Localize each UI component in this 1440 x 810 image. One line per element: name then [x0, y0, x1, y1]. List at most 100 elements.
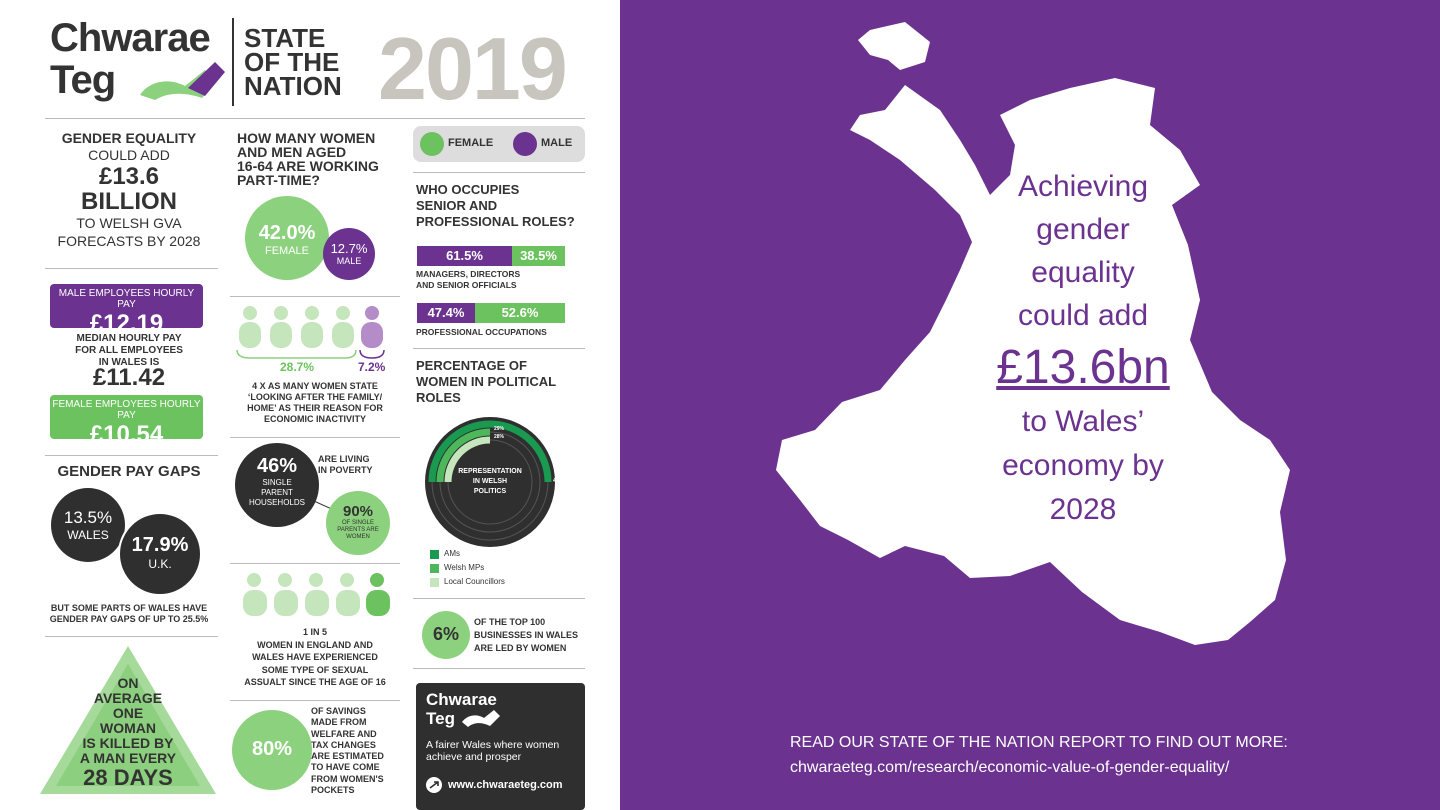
- label: MALE: [336, 256, 362, 266]
- footer: READ OUR STATE OF THE NATION REPORT TO F…: [790, 730, 1288, 780]
- inactivity-text: 4 X AS MANY WOMEN STATE ‘LOOKING AFTER TH…: [230, 381, 400, 425]
- label: FEMALE: [264, 245, 309, 257]
- poverty-circle: 46% SINGLE PARENT HOUSEHOLDS: [235, 443, 319, 527]
- value: 42.0%: [258, 222, 316, 244]
- rule: [413, 668, 585, 669]
- text-line: to Wales’: [1021, 405, 1145, 438]
- text-line: Achieving: [1017, 170, 1149, 203]
- text-line: STATE: [244, 23, 326, 53]
- text-line: TO HAVE COME: [311, 762, 380, 773]
- legend-label: Welsh MPs: [444, 563, 485, 572]
- rule: [45, 636, 218, 637]
- ring-center: REPRESENTATION IN WELSH POLITICS: [450, 467, 530, 497]
- brand: Chwarae: [50, 16, 211, 60]
- label: SINGLE PARENT HOUSEHOLDS: [235, 478, 319, 508]
- political-title: PERCENTAGE OF WOMEN IN POLITICAL ROLES: [416, 358, 556, 406]
- text-line: POLITICS: [473, 488, 507, 495]
- wales-map: [776, 22, 1290, 645]
- text-line: ROLES: [416, 390, 461, 405]
- text-line: PARENT: [261, 488, 293, 497]
- promo-brand: Teg: [426, 709, 455, 728]
- text-line: ASSUALT SINCE THE AGE OF 16: [244, 677, 386, 687]
- rule: [413, 598, 585, 599]
- ring-label: 28%: [494, 434, 505, 440]
- text-line: 1 IN 5: [302, 627, 327, 637]
- text-line: ‘LOOKING AFTER THE FAMILY/: [247, 392, 383, 402]
- text-line: HOME’ AS THEIR REASON FOR: [247, 403, 383, 413]
- text-line: NATION: [244, 71, 342, 101]
- text-line: GENDER PAY GAPS OF UP TO 25.5%: [49, 614, 209, 624]
- text-line: WOMEN IN ENGLAND AND: [257, 639, 373, 650]
- line: WOMAN: [100, 720, 156, 736]
- text-line: A fairer Wales where women: [426, 739, 560, 751]
- savings-text: OF SAVINGS MADE FROM WELFARE AND TAX CHANGE…: [311, 706, 384, 796]
- legend: FEMALE MALE: [413, 126, 585, 162]
- triangle-inner: [56, 664, 200, 786]
- median-value: £11.42: [92, 364, 166, 391]
- savings-circle: 80%: [232, 710, 312, 790]
- line: AVERAGE: [93, 690, 163, 706]
- legend-male-dot: [513, 132, 537, 156]
- text-line: AND MEN AGED: [237, 144, 347, 160]
- text-line: chwaraeteg.com/research/economic-value-o…: [790, 759, 1230, 776]
- gva-line: TO WELSH GVA: [76, 215, 182, 231]
- text-line: MANAGERS, DIRECTORS: [416, 269, 521, 279]
- label: WALES: [67, 528, 109, 542]
- text-line: SENIOR AND: [416, 198, 498, 213]
- value: 6%: [432, 624, 459, 644]
- ring-chart: [425, 417, 555, 547]
- text-line: ECONOMIC INACTIVITY: [263, 414, 366, 424]
- text-line: equality: [1031, 256, 1135, 289]
- text-line: PROFESSIONAL ROLES?: [416, 214, 575, 229]
- text-line: BUT SOME PARTS OF WALES HAVE: [50, 603, 208, 613]
- legend-swatch: [430, 578, 439, 587]
- uk-circle: 17.9% U.K.: [118, 512, 202, 596]
- people-icons: [239, 306, 383, 348]
- text-line: POCKETS: [311, 785, 355, 796]
- line: IS KILLED BY: [82, 735, 174, 751]
- median-text: MEDIAN HOURLY PAY FOR ALL EMPLOYEES IN WAL…: [45, 333, 213, 369]
- gva-block: GENDER EQUALITY COULD ADD £13.6 BILLION …: [45, 130, 213, 250]
- legend-label: AMs: [444, 549, 460, 558]
- rule: [230, 700, 400, 701]
- text-line: WOMEN IN POLITICAL: [416, 374, 557, 389]
- male-circle: 12.7% MALE: [323, 228, 375, 280]
- text-line: READ OUR STATE OF THE NATION REPORT TO F…: [790, 734, 1288, 751]
- text-line: achieve and prosper: [426, 751, 522, 763]
- label: MALE EMPLOYEES HOURLY PAY: [58, 288, 195, 310]
- female-bar: 52.6%: [475, 303, 565, 323]
- text-line: economy by: [1002, 449, 1164, 482]
- text-line: WOMEN: [346, 534, 370, 540]
- line: ON: [117, 675, 139, 691]
- value: 13.5%: [63, 508, 113, 527]
- male-pay-box: MALE EMPLOYEES HOURLY PAY £12.19: [50, 284, 203, 337]
- text-line: PERCENTAGE OF: [416, 358, 527, 373]
- text-line: PROFESSIONAL OCCUPATIONS: [416, 327, 547, 337]
- pay-gap-note: BUT SOME PARTS OF WALES HAVE GENDER PAY G…: [40, 603, 218, 625]
- text-line: OF SAVINGS: [311, 706, 366, 716]
- text-line: MEDIAN HOURLY PAY: [76, 333, 182, 344]
- text-line: 4 X AS MANY WOMEN STATE: [252, 381, 378, 391]
- killed-text: ON AVERAGE ONE WOMAN IS KILLED BY A MAN …: [40, 676, 216, 790]
- single-parents-circle: 90% OF SINGLE PARENTS ARE WOMEN: [326, 491, 390, 555]
- gva-line: FORECASTS BY 2028: [57, 233, 201, 249]
- promo-box: [416, 683, 585, 810]
- text-line: WELFARE AND: [311, 728, 377, 739]
- assault-text: 1 IN 5 WOMEN IN ENGLAND AND WALES HAVE EXP…: [230, 626, 400, 689]
- value: £12.19: [89, 310, 164, 337]
- pay-gap-title: GENDER PAY GAPS: [57, 463, 201, 480]
- label: OF SINGLE PARENTS ARE WOMEN: [326, 520, 390, 541]
- female-pay-box: FEMALE EMPLOYEES HOURLY PAY £10.54: [50, 395, 203, 448]
- text-line: SOME TYPE OF SEXUAL: [261, 664, 369, 675]
- text-line: BUSINESSES IN WALES: [474, 630, 579, 640]
- business-text: OF THE TOP 100 BUSINESSES IN WALES ARE LED…: [474, 616, 578, 655]
- url-arrow: [429, 781, 439, 789]
- text-line: PART-TIME?: [237, 172, 320, 188]
- gva-line: COULD ADD: [88, 147, 170, 163]
- promo-url: www.chwaraeteg.com: [448, 779, 563, 791]
- men-value: 7.2%: [358, 360, 386, 374]
- text-line: IN POVERTY: [318, 465, 373, 475]
- rule: [413, 172, 585, 173]
